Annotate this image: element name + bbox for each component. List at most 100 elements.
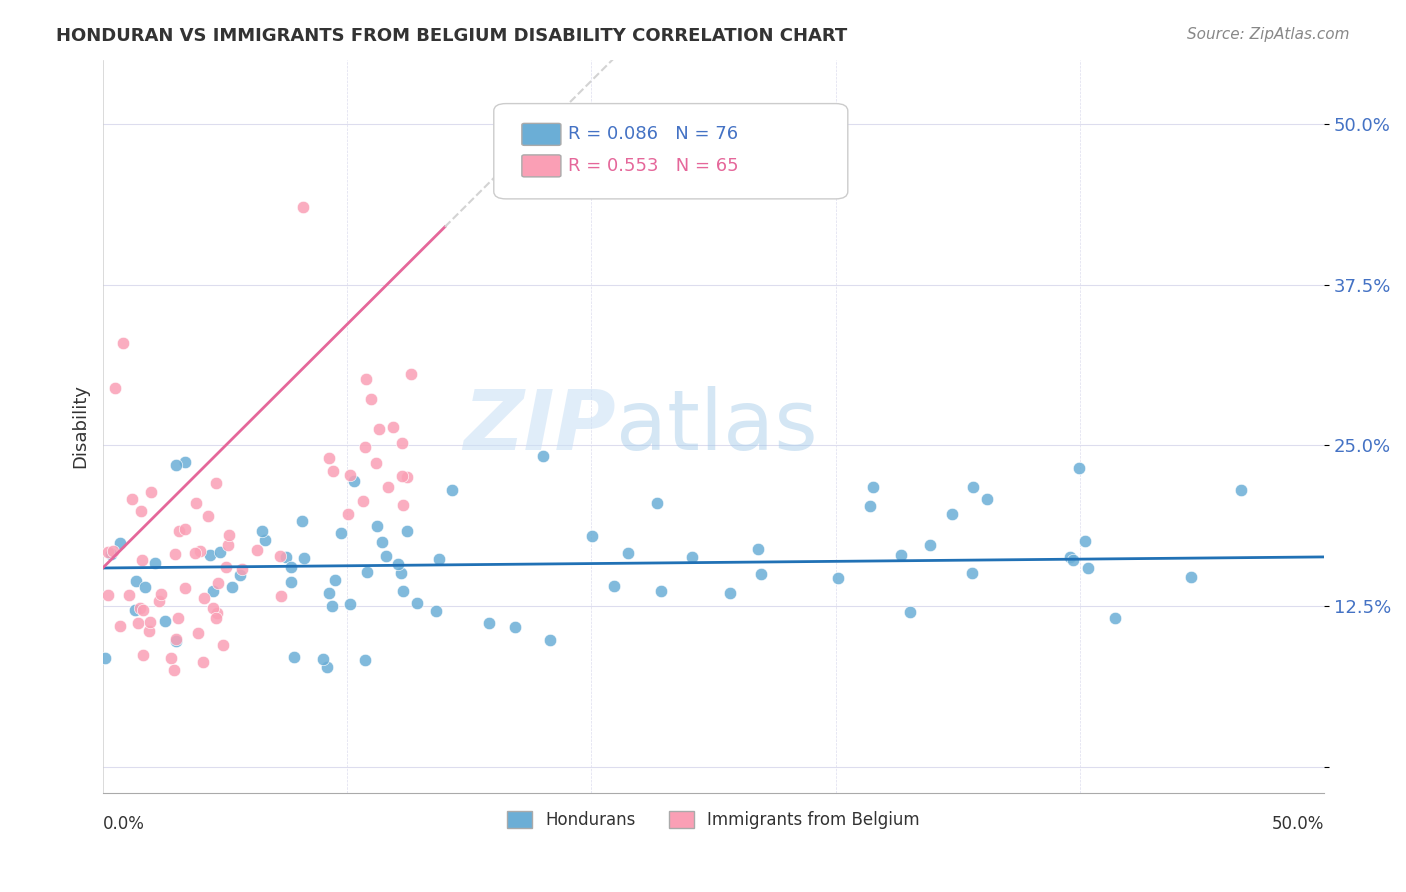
- Point: [159, 651, 181, 665]
- Text: R = 0.086   N = 76: R = 0.086 N = 76: [568, 126, 738, 144]
- Point: [531, 449, 554, 463]
- Point: [188, 544, 211, 558]
- Point: [318, 585, 340, 599]
- Point: [270, 589, 292, 603]
- Point: [198, 548, 221, 562]
- Point: [503, 620, 526, 634]
- Point: [111, 335, 134, 350]
- Point: [283, 650, 305, 665]
- Point: [316, 660, 339, 674]
- Point: [104, 380, 127, 394]
- Point: [274, 550, 297, 565]
- Point: [165, 634, 187, 648]
- Point: [339, 598, 361, 612]
- Point: [173, 581, 195, 595]
- Point: [292, 551, 315, 566]
- Point: [477, 616, 499, 631]
- Point: [1180, 570, 1202, 584]
- Point: [962, 566, 984, 580]
- Point: [603, 579, 626, 593]
- Point: [617, 546, 640, 560]
- Point: [336, 508, 359, 522]
- Point: [127, 615, 149, 630]
- Point: [1104, 611, 1126, 625]
- Point: [221, 580, 243, 594]
- Text: 50.0%: 50.0%: [1271, 814, 1324, 832]
- Point: [280, 560, 302, 574]
- Point: [859, 499, 882, 513]
- Point: [129, 601, 152, 615]
- Point: [167, 524, 190, 539]
- Point: [941, 507, 963, 521]
- Point: [138, 624, 160, 639]
- Point: [399, 367, 422, 381]
- Point: [377, 479, 399, 493]
- Point: [197, 509, 219, 524]
- Point: [862, 480, 884, 494]
- Point: [890, 548, 912, 562]
- Point: [124, 603, 146, 617]
- Point: [246, 543, 269, 558]
- Text: 0.0%: 0.0%: [103, 814, 145, 832]
- Point: [202, 583, 225, 598]
- Point: [387, 558, 409, 572]
- Point: [321, 599, 343, 614]
- FancyBboxPatch shape: [494, 103, 848, 199]
- Point: [366, 518, 388, 533]
- Point: [193, 591, 215, 606]
- Point: [343, 474, 366, 488]
- Point: [352, 493, 374, 508]
- Point: [149, 587, 172, 601]
- Point: [1062, 553, 1084, 567]
- Point: [354, 440, 377, 454]
- Point: [121, 492, 143, 507]
- Point: [353, 653, 375, 667]
- Point: [253, 533, 276, 547]
- Text: R = 0.553   N = 65: R = 0.553 N = 65: [568, 157, 740, 175]
- Point: [395, 469, 418, 483]
- Point: [827, 571, 849, 585]
- Point: [330, 526, 353, 541]
- Point: [395, 524, 418, 539]
- Point: [747, 542, 769, 557]
- Point: [392, 583, 415, 598]
- Point: [322, 464, 344, 478]
- Point: [165, 547, 187, 561]
- FancyBboxPatch shape: [522, 155, 561, 177]
- Point: [174, 522, 197, 536]
- Point: [962, 480, 984, 494]
- Point: [280, 574, 302, 589]
- Point: [1067, 461, 1090, 475]
- Point: [581, 529, 603, 543]
- Point: [406, 596, 429, 610]
- Legend: Hondurans, Immigrants from Belgium: Hondurans, Immigrants from Belgium: [501, 804, 927, 836]
- Point: [1230, 483, 1253, 497]
- Point: [125, 574, 148, 588]
- Point: [131, 553, 153, 567]
- Point: [167, 611, 190, 625]
- Point: [976, 492, 998, 507]
- Point: [382, 420, 405, 434]
- Point: [131, 603, 153, 617]
- Point: [229, 568, 252, 582]
- Point: [323, 574, 346, 588]
- Point: [205, 606, 228, 620]
- Point: [339, 467, 361, 482]
- Point: [110, 619, 132, 633]
- Point: [187, 626, 209, 640]
- Point: [538, 632, 561, 647]
- Point: [681, 549, 703, 564]
- Point: [318, 450, 340, 465]
- Point: [312, 652, 335, 666]
- Point: [1059, 549, 1081, 564]
- Point: [97, 544, 120, 558]
- Point: [1073, 533, 1095, 548]
- Point: [650, 583, 672, 598]
- Point: [202, 600, 225, 615]
- Point: [165, 458, 187, 473]
- Point: [645, 496, 668, 510]
- Text: atlas: atlas: [616, 385, 818, 467]
- Point: [292, 201, 315, 215]
- Point: [368, 422, 391, 436]
- Point: [217, 538, 239, 552]
